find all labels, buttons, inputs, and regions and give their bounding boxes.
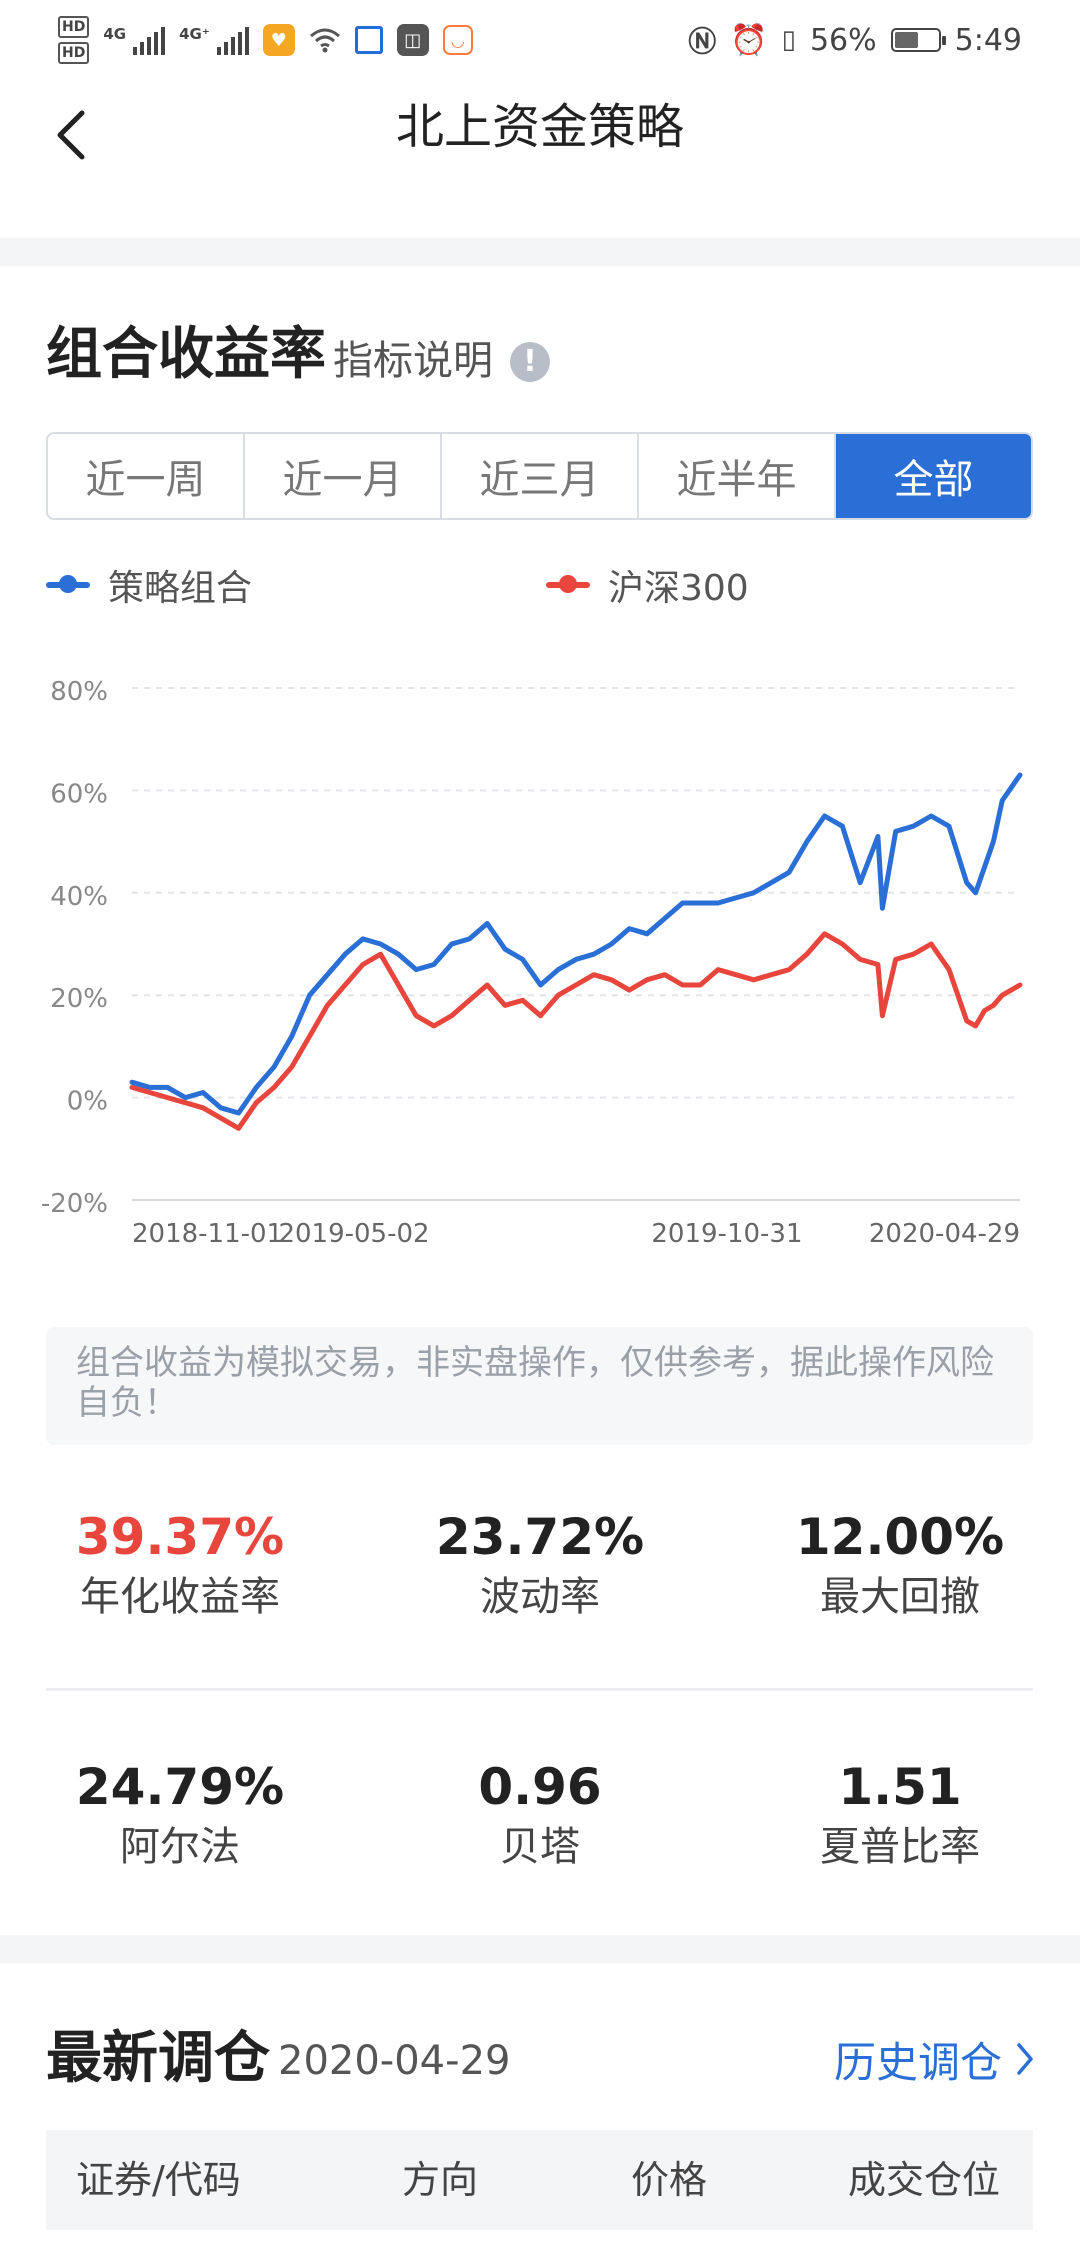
app-notification-icon: ♥ [262,24,295,56]
rebalance-date: 2020-04-29 [278,2038,511,2084]
metrics-divider [46,1688,1033,1691]
indicator-help-link[interactable]: 指标说明 [333,338,493,384]
metric-annual-return: 39.37% 年化收益率 [0,1505,360,1625]
legend-hs300-label: 沪深300 [608,568,749,609]
hd-indicator: HD HD [58,16,90,64]
metric-volatility: 23.72% 波动率 [360,1505,720,1625]
battery-percent: 56% [809,22,877,58]
metric-value: 23.72% [435,1508,645,1566]
section-divider [0,1935,1080,1963]
app-store-icon: ◫ [396,24,429,56]
series-line [129,931,1023,1131]
x-tick-label: 2019-10-31 [651,1219,802,1249]
legend-strategy-label: 策略组合 [108,568,253,609]
back-button[interactable] [46,100,96,170]
legend-strategy-marker [46,575,90,593]
metric-label: 贝塔 [500,1824,580,1870]
metric-label: 最大回撤 [820,1574,980,1620]
nfc-icon: Ⓝ [688,25,717,58]
col-position: 成交仓位 [848,2158,1001,2202]
metric-label: 阿尔法 [120,1824,240,1870]
network-1-label: 4G [103,25,127,43]
table-header: 证券/代码 方向 价格 成交仓位 [46,2130,1033,2230]
metric-value: 0.96 [478,1758,602,1816]
tab-week[interactable]: 近一周 [48,434,245,518]
col-security: 证券/代码 [76,2158,241,2202]
metric-value: 12.00% [795,1508,1005,1566]
x-tick-label: 2018-11-01 [132,1219,283,1249]
wifi-icon [309,28,340,53]
info-icon[interactable]: ! [510,342,550,382]
series-line [129,772,1023,1116]
metric-value: 24.79% [75,1758,285,1816]
metric-label: 波动率 [480,1574,600,1620]
hd1-badge: HD [58,16,90,38]
legend-strategy: 策略组合 [46,560,252,610]
period-tabs: 近一周 近一月 近三月 近半年 全部 [46,432,1033,520]
tab-half-year[interactable]: 近半年 [639,434,836,518]
col-price: 价格 [631,2158,708,2202]
status-bar: HD HD 4G 4G⁺ ♥ ◫ ◡ Ⓝ ⏰ ▯ 56% 5:49 [0,0,1080,80]
history-rebalance-label: 历史调仓 [833,2037,1002,2087]
metric-value: 1.51 [838,1758,962,1816]
metric-value: 39.37% [75,1508,285,1566]
x-tick-label: 2020-04-29 [869,1219,1020,1249]
y-tick-label: 40% [50,882,108,912]
col-direction: 方向 [402,2158,479,2202]
chevron-left-icon [57,110,85,160]
disclaimer-text: 组合收益为模拟交易，非实盘操作，仅供参考，据此操作风险自负！ [46,1327,1033,1445]
metric-label: 夏普比率 [820,1824,980,1870]
tab-month[interactable]: 近一月 [245,434,442,518]
network-2-label: 4G⁺ [179,25,210,43]
history-rebalance-link[interactable]: 历史调仓 [834,2024,1034,2094]
y-tick-label: 80% [50,677,108,707]
status-left: HD HD 4G 4G⁺ ♥ ◫ ◡ [58,10,473,70]
y-tick-label: 60% [50,779,108,809]
app-didi-icon: ◡ [442,25,473,55]
y-tick-label: 0% [67,1087,108,1117]
alarm-icon: ⏰ [730,22,768,58]
tab-all[interactable]: 全部 [836,434,1031,518]
y-tick-label: 20% [50,984,108,1014]
metric-beta: 0.96 贝塔 [360,1755,720,1875]
hd2-badge: HD [58,42,90,64]
signal-2-icon: 4G⁺ [179,25,249,55]
clock: 5:49 [954,22,1022,58]
section-divider [0,238,1080,266]
page-title: 北上资金策略 [395,99,684,155]
battery-icon [890,28,946,52]
tab-three-months[interactable]: 近三月 [442,434,639,518]
metric-alpha: 24.79% 阿尔法 [0,1755,360,1875]
y-tick-label: -20% [41,1189,108,1219]
metric-sharpe: 1.51 夏普比率 [720,1755,1080,1875]
rebalance-title: 最新调仓 [46,2026,270,2091]
legend-hs300-marker [546,575,590,593]
signal-1-icon: 4G [103,25,166,55]
metric-max-drawdown: 12.00% 最大回撤 [720,1505,1080,1625]
status-right: Ⓝ ⏰ ▯ 56% 5:49 [688,10,1022,70]
performance-title: 组合收益率 [46,322,326,387]
legend-hs300: 沪深300 [546,560,749,610]
metric-label: 年化收益率 [80,1574,280,1620]
app-square-icon [354,26,383,54]
x-tick-label: 2019-05-02 [278,1219,429,1249]
vibrate-icon: ▯ [781,25,796,55]
chevron-right-icon [1017,2043,1033,2075]
